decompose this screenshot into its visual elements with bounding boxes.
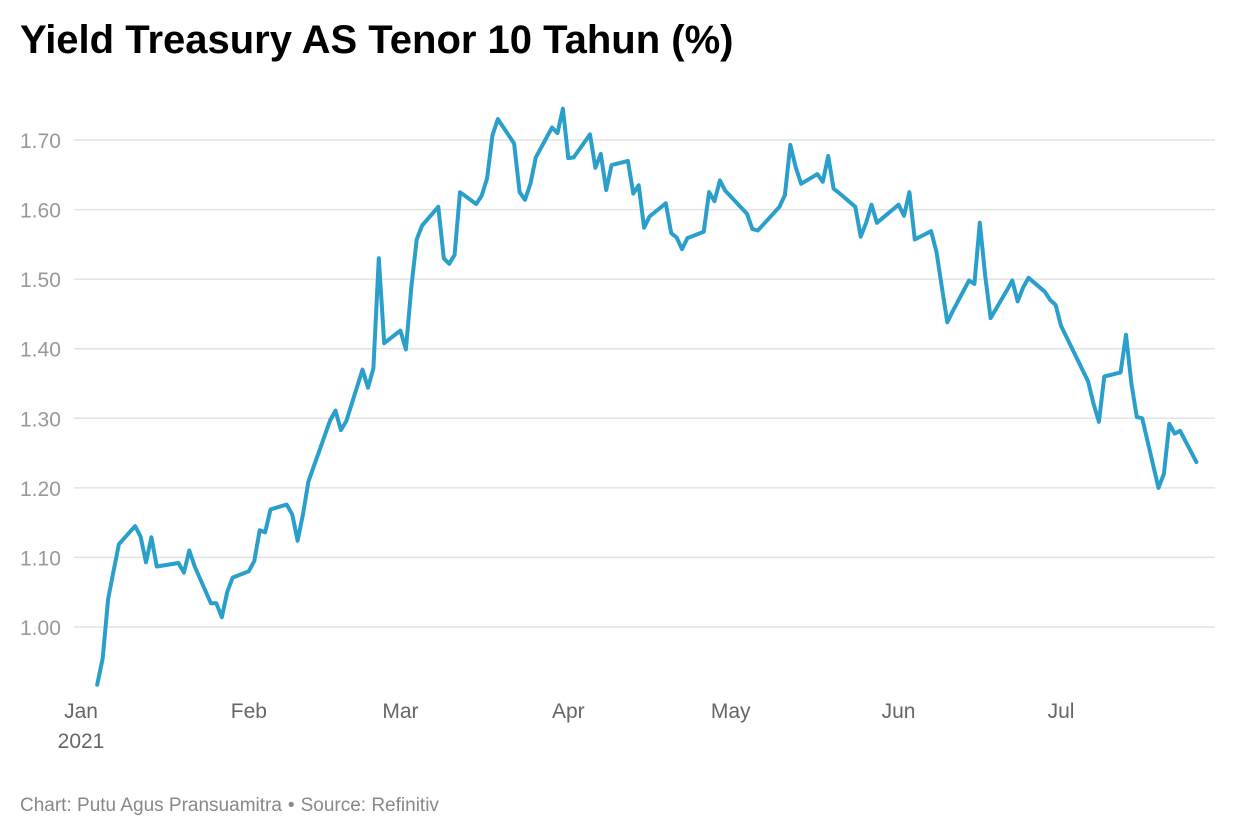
- chart-credit: Chart: Putu Agus Pransuamitra: [20, 795, 282, 816]
- y-tick-label: 1.00: [20, 617, 61, 640]
- x-tick-label: Jul: [1048, 700, 1075, 723]
- x-tick-label: Feb: [231, 700, 267, 723]
- y-tick-label: 1.60: [20, 200, 61, 223]
- y-tick-label: 1.70: [20, 130, 61, 153]
- x-tick-sublabel: 2021: [58, 730, 105, 753]
- grid-lines: [74, 139, 1215, 628]
- x-tick-label: Mar: [382, 700, 418, 723]
- y-tick-label: 1.50: [20, 269, 61, 292]
- y-tick-label: 1.30: [20, 408, 61, 431]
- x-tick-label: May: [711, 700, 751, 723]
- chart-footer: Chart: Putu Agus Pransuamitra • Source: Re…: [20, 795, 439, 817]
- y-tick-label: 1.40: [20, 339, 61, 362]
- y-axis-tick-labels: 1.00 1.10 1.20 1.30 1.40 1.50 1.60 1.70: [20, 130, 61, 640]
- chart-title: Yield Treasury AS Tenor 10 Tahun (%): [20, 18, 734, 62]
- chart-source: Source: Refinitiv: [300, 795, 439, 816]
- series-layer: [95, 106, 1199, 687]
- x-tick-label: Apr: [552, 700, 585, 723]
- y-tick-label: 1.10: [20, 547, 61, 570]
- x-tick-label: Jan: [64, 700, 98, 723]
- series-line-yield: [95, 106, 1199, 687]
- x-tick-label: Jun: [882, 700, 916, 723]
- y-tick-label: 1.20: [20, 478, 61, 501]
- x-axis-tick-labels: Jan 2021 Feb Mar Apr May Jun Jul: [58, 700, 1075, 753]
- footer-separator: •: [287, 795, 295, 816]
